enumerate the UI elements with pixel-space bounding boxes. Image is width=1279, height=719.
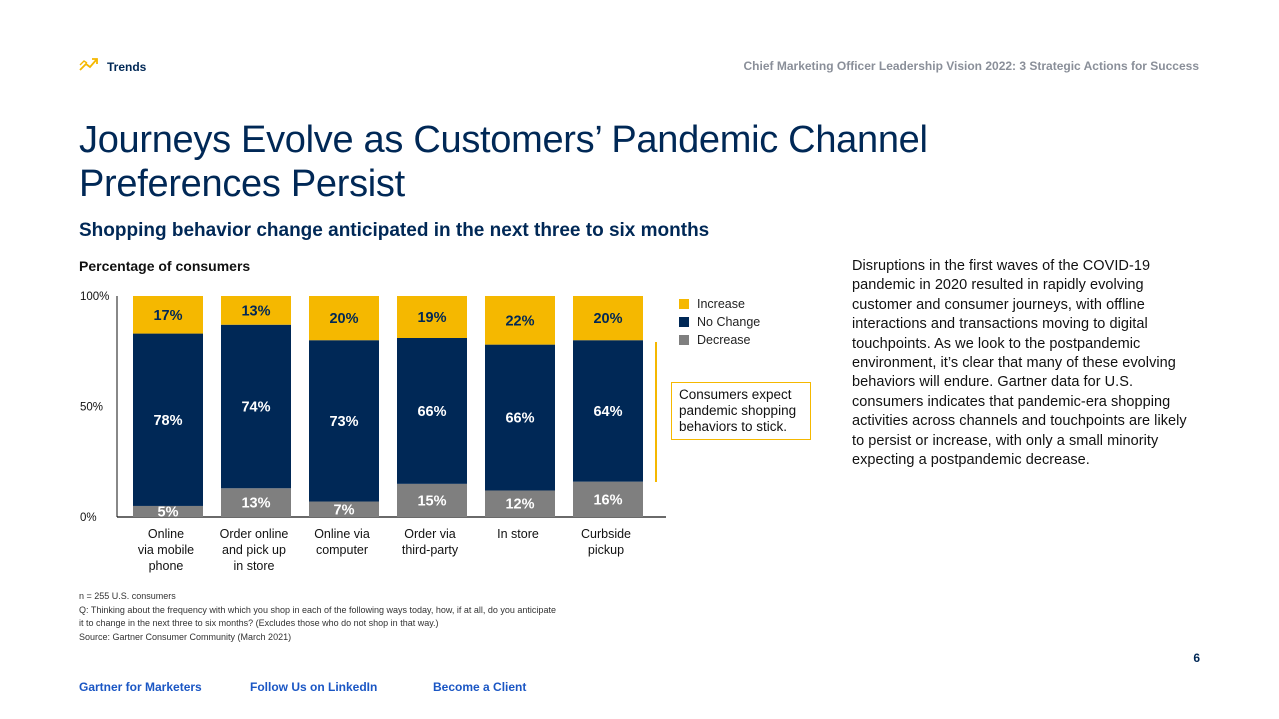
bar-segment-decrease [397, 483, 467, 517]
stacked-bar-chart: 0% 50% 100% 5% 78% 17% Online via mobile phone 13… [80, 291, 666, 573]
bar-segment-no-change [573, 340, 643, 482]
bar-segment-increase [397, 296, 467, 338]
bar-segment-no-change [309, 340, 379, 502]
data-label: 15% [417, 493, 446, 509]
legend-label: Decrease [697, 333, 751, 347]
section-label: Trends [107, 59, 147, 74]
data-label: 13% [241, 496, 270, 512]
data-label: 74% [241, 400, 270, 416]
data-label: 22% [505, 313, 534, 329]
data-label: 19% [417, 310, 446, 326]
legend-item-decrease: Decrease [679, 331, 760, 349]
bar-segment-increase [485, 296, 555, 345]
category-label: and pick up [222, 543, 286, 557]
data-label: 20% [593, 311, 622, 327]
footnote: n = 255 U.S. consumers Q: Thinking about… [79, 590, 559, 644]
category-label: Online [148, 527, 184, 541]
category-label: Curbside [581, 527, 631, 541]
category-label: Online via [314, 527, 370, 541]
chart-subtitle: Shopping behavior change anticipated in … [79, 220, 710, 241]
trend-up-icon [79, 56, 99, 77]
section-tag: Trends [79, 56, 146, 77]
data-label: 66% [417, 404, 446, 420]
legend-item-increase: Increase [679, 295, 760, 313]
category-label: pickup [588, 543, 624, 557]
linkedin-link[interactable]: Follow Us on LinkedIn [250, 680, 378, 694]
page-title: Journeys Evolve as Customers’ Pandemic C… [79, 119, 928, 205]
category-label: third-party [402, 543, 459, 557]
callout-bracket [655, 342, 657, 482]
footnote-sample: n = 255 U.S. consumers [79, 591, 176, 601]
bar-segment-no-change [221, 324, 291, 489]
become-client-link[interactable]: Become a Client [433, 680, 527, 694]
category-label: via mobile [138, 543, 194, 557]
data-label: 5% [158, 504, 179, 520]
data-label: 16% [593, 492, 622, 508]
bar-segment-decrease [133, 505, 203, 517]
footnote-question: Q: Thinking about the frequency with whi… [79, 604, 556, 629]
legend-swatch [679, 299, 689, 309]
category-label: Order online [220, 527, 289, 541]
gartner-for-marketers-link[interactable]: Gartner for Marketers [79, 680, 202, 694]
legend-swatch [679, 317, 689, 327]
data-label: 73% [329, 414, 358, 430]
bar-segment-no-change [397, 337, 467, 484]
legend-item-no-change: No Change [679, 313, 760, 331]
legend-label: Increase [697, 297, 745, 311]
bar-segment-no-change [133, 333, 203, 506]
y-tick-label: 0% [80, 512, 97, 524]
chart-label: Percentage of consumers [79, 258, 251, 274]
footer-links: Gartner for Marketers Follow Us on Linke… [79, 680, 526, 694]
data-label: 78% [153, 413, 182, 429]
category-label: In store [497, 527, 539, 541]
chart-legend: Increase No Change Decrease [679, 295, 760, 349]
legend-swatch [679, 335, 689, 345]
category-label: computer [316, 543, 368, 557]
legend-label: No Change [697, 315, 761, 329]
data-label: 12% [505, 497, 534, 513]
data-label: 66% [505, 411, 534, 427]
bar-segment-no-change [485, 344, 555, 491]
bar-segment-decrease [485, 490, 555, 517]
data-label: 17% [153, 308, 182, 324]
bar-segment-increase [573, 296, 643, 341]
bar-segment-increase [309, 296, 379, 341]
bar-segment-decrease [309, 501, 379, 517]
category-label: Order via [404, 527, 455, 541]
y-tick-label: 50% [80, 402, 103, 414]
page-number: 6 [1193, 651, 1200, 665]
bar-segment-decrease [573, 481, 643, 517]
category-label: in store [234, 559, 275, 573]
data-label: 64% [593, 404, 622, 420]
body-paragraph: Disruptions in the first waves of the CO… [852, 258, 1187, 469]
y-tick-label: 100% [80, 291, 109, 303]
data-label: 7% [334, 502, 355, 518]
category-label: phone [149, 559, 184, 573]
data-label: 20% [329, 311, 358, 327]
callout-box: Consumers expect pandemic shopping behav… [671, 382, 811, 440]
footnote-source: Source: Gartner Consumer Community (Marc… [79, 631, 292, 642]
bar-segment-increase [133, 296, 203, 334]
bar-segment-increase [221, 296, 291, 325]
report-title: Chief Marketing Officer Leadership Visio… [743, 59, 1199, 73]
bar-segment-decrease [221, 488, 291, 517]
data-label: 13% [241, 303, 270, 319]
